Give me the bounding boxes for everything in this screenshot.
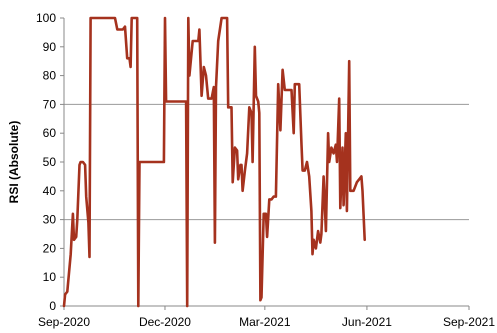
y-tick-label: 80 [43, 69, 57, 83]
x-tick-label: Dec-2020 [139, 315, 191, 329]
y-axis-label: RSI (Absolute) [7, 121, 21, 204]
y-tick-label: 50 [43, 155, 57, 169]
y-axis-ticks: 0 10 20 30 40 50 60 70 80 90 100 [36, 11, 64, 313]
x-tick-label: Sep-2020 [38, 315, 90, 329]
reference-lines [64, 103, 469, 221]
y-tick-label: 10 [43, 270, 57, 284]
y-tick-label: 30 [43, 213, 57, 227]
x-axis-ticks: Sep-2020 Dec-2020 Mar-2021 Jun-2021 Sep-2021 [38, 306, 495, 329]
y-tick-label: 70 [43, 97, 57, 111]
series-layer [62, 16, 367, 308]
y-tick-label: 20 [43, 241, 57, 255]
rsi-series-line [62, 16, 367, 308]
y-tick-label: 0 [49, 299, 56, 313]
y-tick-label: 100 [36, 11, 56, 25]
y-tick-label: 90 [43, 40, 57, 54]
y-tick-label: 60 [43, 126, 57, 140]
x-tick-label: Jun-2021 [342, 315, 392, 329]
y-tick-label: 40 [43, 184, 57, 198]
axes [63, 18, 469, 307]
x-tick-label: Mar-2021 [239, 315, 291, 329]
x-tick-label: Sep-2021 [443, 315, 495, 329]
